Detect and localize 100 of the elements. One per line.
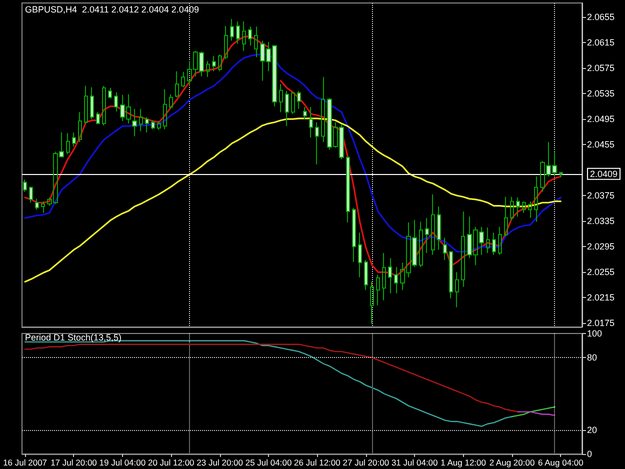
candlestick: [516, 197, 520, 218]
candlestick: [358, 232, 362, 278]
y-tick-label: 2.0495: [587, 114, 615, 124]
candlestick: [102, 85, 106, 126]
candlestick: [132, 108, 137, 137]
candlestick: [151, 120, 155, 130]
candlestick: [382, 252, 386, 301]
x-tick-label: 17 Jul 20:00: [50, 458, 98, 468]
candlestick: [370, 281, 374, 324]
candlestick: [78, 112, 82, 143]
candlestick: [285, 90, 289, 127]
x-tick-label: 25 Jul 04:00: [245, 458, 292, 468]
candlestick: [66, 132, 70, 155]
candlestick: [346, 156, 350, 223]
candlestick: [528, 200, 532, 218]
y-tick-label: 2.0255: [587, 267, 615, 278]
candlestick: [559, 172, 563, 178]
y-tick-label: 2.0455: [587, 140, 615, 150]
x-tick-label: 20 Jul 12:00: [148, 458, 195, 468]
candlestick: [230, 18, 234, 42]
candlestick: [297, 90, 301, 110]
candlestick: [41, 200, 45, 214]
y-tick-label: 2.0335: [587, 216, 615, 226]
line-series: [24, 53, 562, 253]
y-tick-label: 2.0295: [587, 242, 615, 252]
candlestick: [455, 272, 459, 308]
candlestick: [218, 54, 222, 72]
x-tick-label: 23 Jul 20:00: [196, 458, 244, 468]
y-tick-label: 2.0175: [587, 318, 615, 328]
x-tick-label: 27 Jul 20:00: [342, 458, 390, 468]
candlestick: [114, 92, 118, 112]
x-tick-label: 16 Jul 2007: [3, 458, 48, 468]
candlestick: [224, 25, 228, 60]
y-tick-label: 80: [587, 352, 598, 363]
x-tick-label: 1 Aug 12:00: [440, 458, 486, 468]
y-tick-label: 2.0655: [587, 12, 615, 22]
candlestick: [449, 250, 453, 299]
candlestick: [23, 179, 27, 192]
candlestick: [35, 198, 39, 210]
line-series: [24, 344, 519, 412]
candlestick: [486, 227, 490, 254]
chart-title: Period D1 Stoch(13,5,5): [25, 332, 122, 342]
y-tick-label: 2.0615: [587, 38, 615, 48]
x-tick-label: 26 Jul 12:00: [294, 458, 341, 468]
y-tick-label: 2.0575: [587, 63, 615, 74]
candlestick: [169, 94, 173, 110]
candlestick: [534, 176, 538, 222]
candlestick: [394, 266, 398, 294]
chart-title: GBPUSD,H4 2.0411 2.0412 2.0404 2.0409: [25, 4, 199, 14]
candlestick: [443, 237, 447, 261]
x-tick-label: 31 Jul 04:00: [391, 458, 438, 468]
candlestick: [437, 206, 441, 250]
line-series: [511, 406, 556, 418]
candlestick: [309, 106, 313, 138]
candlestick: [29, 186, 33, 204]
candlestick: [72, 132, 76, 148]
candlestick: [279, 84, 283, 113]
ref-line-label: 2.0409: [590, 168, 618, 179]
candlestick: [431, 194, 435, 256]
x-tick-label: 6 Aug 04:00: [538, 458, 584, 468]
candlestick: [352, 207, 356, 262]
y-tick-label: 20: [587, 424, 598, 435]
candlestick: [498, 226, 502, 256]
candlestick: [163, 88, 167, 130]
candlestick: [175, 70, 179, 98]
candlestick: [181, 71, 185, 88]
candlestick: [84, 85, 88, 124]
candlestick: [108, 87, 112, 100]
candlestick: [96, 112, 100, 125]
candlestick: [236, 20, 240, 44]
candlestick: [522, 200, 526, 214]
candlestick: [321, 76, 325, 143]
candlestick: [315, 122, 319, 165]
candlestick: [303, 106, 307, 120]
candlestick: [242, 20, 246, 52]
candlestick: [157, 120, 161, 130]
candlestick: [376, 274, 380, 306]
candlestick: [492, 232, 496, 256]
candlestick: [291, 92, 295, 114]
candlestick: [504, 196, 508, 237]
candlestick: [419, 221, 423, 268]
candlestick: [254, 26, 258, 58]
candlestick: [212, 55, 216, 72]
candlestick: [145, 116, 149, 133]
candlestick: [425, 217, 429, 254]
y-tick-label: 0: [587, 449, 592, 459]
candlestick: [206, 60, 210, 78]
candlestick: [388, 258, 392, 294]
x-tick-label: 2 Aug 20:00: [489, 458, 535, 468]
candlestick: [90, 86, 94, 120]
y-tick-label: 2.0535: [587, 88, 615, 99]
candlestick: [461, 211, 465, 288]
candlestick: [364, 260, 368, 291]
y-tick-label: 2.0215: [587, 292, 615, 303]
candlestick: [139, 108, 143, 132]
line-series: [24, 118, 562, 283]
y-tick-label: 2.0375: [587, 190, 615, 201]
x-tick-label: 19 Jul 04:00: [99, 458, 146, 468]
candlestick: [248, 26, 252, 46]
candlestick: [510, 196, 514, 220]
